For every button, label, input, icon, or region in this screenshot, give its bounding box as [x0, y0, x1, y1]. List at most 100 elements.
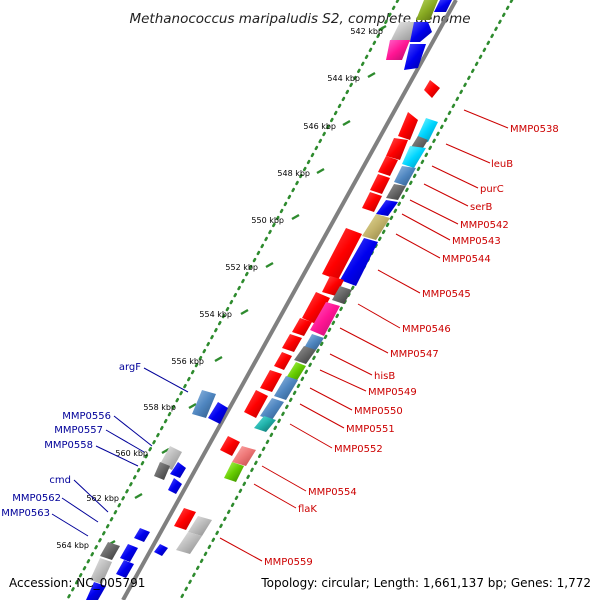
accession-text: Accession: NC_005791: [9, 576, 145, 590]
gene-arrow: [208, 402, 228, 424]
tick-label: 556 kbp: [171, 357, 204, 366]
gene-label-left[interactable]: MMP0558: [44, 440, 93, 451]
gene-arrow: [274, 352, 292, 370]
gene-arrow: [332, 286, 352, 304]
gene-label-right[interactable]: MMP0544: [442, 254, 491, 265]
gene-label-right[interactable]: MMP0545: [422, 289, 471, 300]
tick-labels: 542 kbp 544 kbp 546 kbp 548 kbp 550 kbp …: [56, 27, 383, 550]
gene-arrow: [282, 334, 302, 352]
gene-arrow: [90, 558, 112, 584]
gene-label-left[interactable]: MMP0557: [54, 425, 103, 436]
gene-label-left[interactable]: argF: [119, 362, 141, 373]
gene-label-left[interactable]: MMP0556: [62, 411, 111, 422]
tick-label: 560 kbp: [115, 449, 148, 458]
tick-label: 544 kbp: [327, 74, 360, 83]
gene-arrow: [386, 184, 406, 200]
tick-label: 542 kbp: [350, 27, 383, 36]
gene-label-right[interactable]: MMP0552: [334, 444, 383, 455]
gene-arrow: [434, 0, 452, 12]
gene-arrow: [416, 118, 438, 142]
right-labels: MMP0538 leuB purC serB MMP0542 MMP0543 M…: [264, 124, 559, 568]
gene-label-right[interactable]: MMP0543: [452, 236, 501, 247]
gene-label-right[interactable]: MMP0551: [346, 424, 395, 435]
gene-arrow: [244, 390, 268, 418]
tick-label: 564 kbp: [56, 541, 89, 550]
gene-arrow: [362, 192, 382, 212]
gene-arrow: [402, 146, 426, 168]
gene-arrow: [386, 138, 408, 160]
gene-arrow: [294, 346, 316, 364]
gene-label-right[interactable]: MMP0549: [368, 387, 417, 398]
gene-arrow: [376, 200, 398, 216]
gene-arrow: [362, 214, 390, 240]
genome-backbone: [121, 0, 458, 600]
gene-arrow: [254, 416, 276, 432]
gene-label-right[interactable]: MMP0559: [264, 557, 313, 568]
gene-arrow: [160, 446, 182, 470]
gene-arrow: [286, 362, 306, 382]
gene-arrow: [154, 544, 168, 556]
tick-label: 546 kbp: [303, 122, 336, 131]
gene-label-right[interactable]: serB: [470, 202, 492, 213]
gene-arrow: [292, 318, 312, 336]
gene-arrow: [410, 22, 432, 42]
gene-arrow: [86, 582, 106, 600]
gene-arrow: [100, 542, 120, 560]
tick-label: 554 kbp: [199, 310, 232, 319]
gene-arrow: [404, 44, 426, 70]
gene-arrow: [134, 528, 150, 542]
gene-label-left[interactable]: MMP0562: [12, 493, 61, 504]
gene-arrow: [154, 462, 170, 480]
gene-label-right[interactable]: leuB: [491, 159, 513, 170]
gene-label-right[interactable]: purC: [480, 184, 504, 195]
gene-arrow: [394, 166, 416, 186]
right-label-leaders: [219, 109, 509, 562]
left-labels: argF MMP0556 MMP0557 MMP0558 cmd MMP0562…: [1, 362, 141, 519]
gene-arrow: [116, 560, 134, 578]
gene-label-right[interactable]: flaK: [298, 504, 317, 515]
gene-arrow: [370, 174, 390, 194]
gene-arrow: [304, 334, 324, 350]
gene-arrow: [378, 156, 398, 176]
tick-marks: [107, 24, 387, 547]
gene-arrow: [398, 112, 418, 140]
gene-arrow: [310, 302, 340, 336]
gene-arrow: [340, 238, 378, 286]
gene-arrow: [302, 292, 330, 324]
gene-arrow: [386, 40, 410, 60]
gene-arrow: [322, 228, 362, 280]
tick-label: 550 kbp: [251, 216, 284, 225]
gene-arrow: [224, 462, 244, 482]
gene-arrow: [232, 446, 256, 466]
topology-text: Topology: circular; Length: 1,661,137 bp…: [260, 576, 591, 590]
forward-strand-features: [174, 0, 452, 554]
reverse-strand-features: [86, 390, 228, 600]
gene-label-right[interactable]: MMP0546: [402, 324, 451, 335]
tick-label: 548 kbp: [277, 169, 310, 178]
gene-arrow: [176, 532, 202, 554]
gene-label-left[interactable]: MMP0563: [1, 508, 50, 519]
gene-arrow: [220, 436, 240, 456]
gene-arrow: [274, 376, 298, 400]
gene-arrow: [168, 478, 182, 494]
gene-label-right[interactable]: MMP0554: [308, 487, 357, 498]
gene-arrow: [188, 516, 212, 536]
tick-label: 558 kbp: [143, 403, 176, 412]
gene-label-right[interactable]: MMP0538: [510, 124, 559, 135]
gene-label-right[interactable]: hisB: [374, 371, 395, 382]
gene-label-right[interactable]: MMP0542: [460, 220, 509, 231]
gene-arrow: [192, 390, 216, 418]
tick-label: 552 kbp: [225, 263, 258, 272]
gene-arrow: [416, 0, 438, 20]
gene-arrow: [260, 398, 284, 420]
gene-arrow: [120, 544, 138, 562]
tick-label: 562 kbp: [86, 494, 119, 503]
gene-label-left[interactable]: cmd: [49, 475, 71, 486]
gene-arrow: [170, 462, 186, 478]
gene-label-right[interactable]: MMP0550: [354, 406, 403, 417]
left-label-leaders: [51, 367, 189, 537]
inner-dotted-circle: [65, 0, 400, 600]
gene-label-right[interactable]: MMP0547: [390, 349, 439, 360]
gene-arrow: [260, 370, 282, 392]
